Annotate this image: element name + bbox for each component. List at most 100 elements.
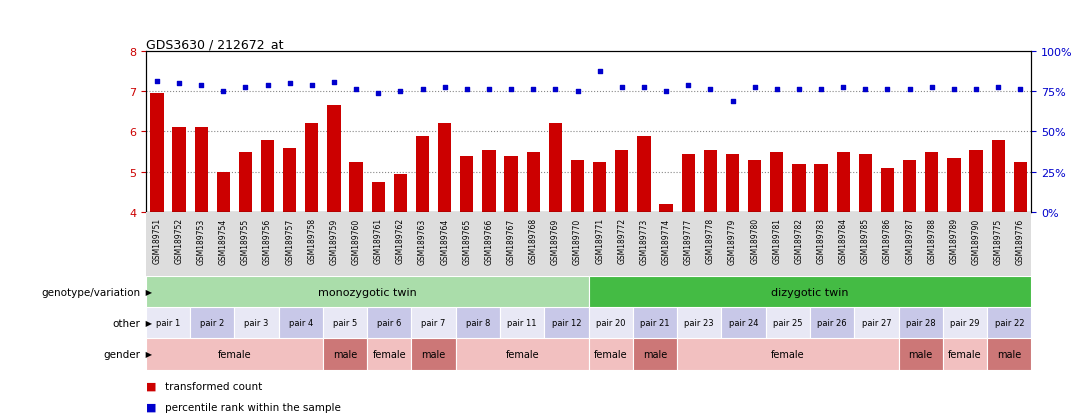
Text: pair 4: pair 4 xyxy=(288,319,313,328)
Point xyxy=(458,87,475,93)
Point xyxy=(481,87,498,93)
Text: pair 6: pair 6 xyxy=(377,319,402,328)
Bar xyxy=(987,339,1031,370)
Bar xyxy=(943,339,987,370)
Bar xyxy=(146,339,323,370)
Text: GSM189785: GSM189785 xyxy=(861,218,869,264)
Text: GSM189779: GSM189779 xyxy=(728,218,737,264)
Text: female: female xyxy=(771,349,805,359)
Text: GSM189751: GSM189751 xyxy=(152,218,161,264)
Text: GSM189766: GSM189766 xyxy=(485,218,494,264)
Bar xyxy=(411,339,456,370)
Text: GSM189773: GSM189773 xyxy=(639,218,648,264)
Text: GSM189757: GSM189757 xyxy=(285,218,294,264)
Point xyxy=(369,90,387,97)
Text: pair 22: pair 22 xyxy=(995,319,1024,328)
Bar xyxy=(504,156,517,213)
Text: pair 27: pair 27 xyxy=(862,319,891,328)
Bar xyxy=(190,308,234,339)
Text: ▶: ▶ xyxy=(143,288,151,297)
Text: pair 2: pair 2 xyxy=(200,319,225,328)
Text: male: male xyxy=(643,349,667,359)
Point xyxy=(525,87,542,93)
Bar xyxy=(793,164,806,213)
Point xyxy=(303,83,321,89)
Text: GSM189784: GSM189784 xyxy=(839,218,848,264)
Text: GSM189760: GSM189760 xyxy=(352,218,361,264)
Bar xyxy=(323,308,367,339)
Text: GSM189780: GSM189780 xyxy=(751,218,759,264)
Text: GSM189762: GSM189762 xyxy=(396,218,405,264)
Bar xyxy=(681,154,694,213)
Bar xyxy=(926,152,939,213)
Point xyxy=(923,85,941,91)
Text: pair 25: pair 25 xyxy=(773,319,802,328)
Point xyxy=(148,78,165,85)
Bar xyxy=(456,308,500,339)
Text: pair 8: pair 8 xyxy=(465,319,490,328)
Text: GSM189774: GSM189774 xyxy=(662,218,671,264)
Point xyxy=(968,87,985,93)
Point xyxy=(768,87,785,93)
Text: monozygotic twin: monozygotic twin xyxy=(318,287,417,297)
Text: female: female xyxy=(217,349,252,359)
Point xyxy=(856,87,874,93)
Point xyxy=(679,83,697,89)
Text: genotype/variation: genotype/variation xyxy=(41,287,140,297)
Bar xyxy=(616,150,629,213)
Text: ■: ■ xyxy=(146,402,160,412)
Text: pair 28: pair 28 xyxy=(906,319,935,328)
Text: GSM189775: GSM189775 xyxy=(994,218,1002,264)
Text: GSM189790: GSM189790 xyxy=(972,218,981,264)
Point xyxy=(879,87,896,93)
Text: GSM189753: GSM189753 xyxy=(197,218,205,264)
Point xyxy=(1012,87,1029,93)
Bar xyxy=(766,308,810,339)
Text: GSM189767: GSM189767 xyxy=(507,218,515,264)
Point xyxy=(791,87,808,93)
Bar xyxy=(748,160,761,213)
Text: GSM189756: GSM189756 xyxy=(264,218,272,264)
Point xyxy=(259,83,276,89)
Point xyxy=(658,89,675,95)
Text: male: male xyxy=(997,349,1022,359)
Text: dizygotic twin: dizygotic twin xyxy=(771,287,849,297)
Bar xyxy=(721,308,766,339)
Bar xyxy=(327,106,340,213)
Text: GDS3630 / 212672_at: GDS3630 / 212672_at xyxy=(146,38,283,50)
Bar xyxy=(306,124,319,213)
Point xyxy=(192,83,210,89)
Point xyxy=(348,87,365,93)
Bar xyxy=(991,140,1004,213)
Text: male: male xyxy=(333,349,357,359)
Bar xyxy=(323,339,367,370)
Bar xyxy=(483,150,496,213)
Text: pair 1: pair 1 xyxy=(156,319,180,328)
Bar xyxy=(677,308,721,339)
Text: pair 29: pair 29 xyxy=(950,319,980,328)
Text: GSM189752: GSM189752 xyxy=(175,218,184,264)
Text: pair 11: pair 11 xyxy=(508,319,537,328)
Bar xyxy=(1014,162,1027,213)
Bar xyxy=(283,148,296,213)
Text: percentile rank within the sample: percentile rank within the sample xyxy=(165,402,341,412)
Bar xyxy=(987,308,1031,339)
Bar xyxy=(500,308,544,339)
Point xyxy=(989,85,1007,91)
Text: GSM189770: GSM189770 xyxy=(573,218,582,264)
Point xyxy=(812,87,829,93)
Bar xyxy=(571,160,584,213)
Text: GSM189754: GSM189754 xyxy=(219,218,228,264)
Point xyxy=(436,85,454,91)
Bar xyxy=(637,136,650,213)
Bar xyxy=(593,162,606,213)
Point xyxy=(171,81,188,87)
Text: ▶: ▶ xyxy=(143,350,151,358)
Point xyxy=(945,87,962,93)
Bar xyxy=(970,150,983,213)
Bar xyxy=(544,308,589,339)
Point xyxy=(746,85,764,91)
Text: GSM189781: GSM189781 xyxy=(772,218,781,264)
Point xyxy=(702,87,719,93)
Bar xyxy=(633,339,677,370)
